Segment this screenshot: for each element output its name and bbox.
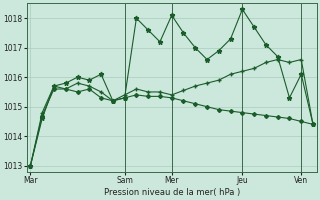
X-axis label: Pression niveau de la mer( hPa ): Pression niveau de la mer( hPa ): [104, 188, 240, 197]
